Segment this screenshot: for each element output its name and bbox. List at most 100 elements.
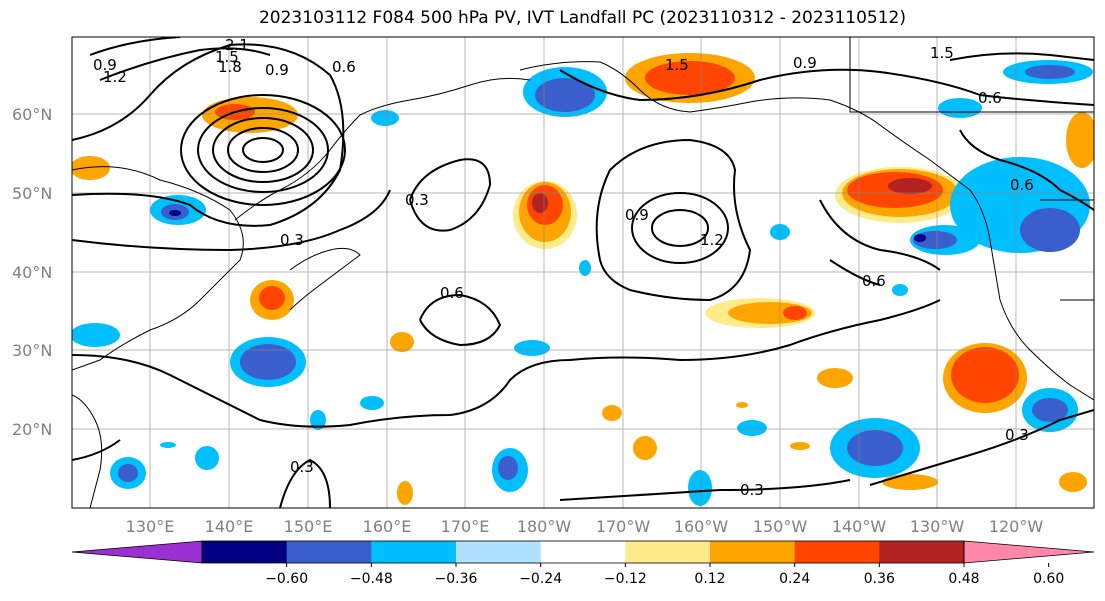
positive-anomaly [1059, 472, 1087, 492]
contour-label: 2.1 [225, 36, 249, 54]
graticule [72, 37, 1094, 508]
lon-label: 130°W [910, 517, 965, 536]
negative-anomaly-peak [914, 234, 926, 242]
coastlines [72, 37, 1094, 508]
colorbar-segment [794, 541, 880, 563]
negative-anomaly [688, 470, 712, 506]
positive-anomaly-peak [888, 178, 932, 194]
pv-contours [72, 37, 1094, 508]
negative-anomaly [195, 446, 219, 470]
colorbar-segment [625, 541, 711, 563]
lat-label-40n: 40°N [12, 263, 52, 282]
map-frame [71, 36, 1095, 509]
colorbar-tick-label: −0.48 [350, 571, 393, 587]
positive-anomaly [72, 156, 110, 180]
colorbar-tick-label: −0.60 [265, 571, 308, 587]
lon-label: 160°W [674, 517, 729, 536]
colorbar-tick-label: 0.36 [864, 571, 895, 587]
negative-anomaly-core [1032, 398, 1068, 422]
map-content: 0.9 1.2 1.5 1.8 2.1 0.6 0.9 1.5 0.6 0.3 … [72, 36, 1094, 508]
lon-label: 140°W [832, 517, 887, 536]
contour-label: 1.2 [700, 231, 724, 249]
negative-anomaly-core [535, 78, 595, 112]
contour-label: 0.3 [1005, 426, 1029, 444]
contour-label: 0.9 [793, 54, 817, 72]
contour-label: 1.2 [103, 68, 127, 86]
positive-anomaly-peak [532, 193, 548, 213]
colorbar-segment [710, 541, 796, 563]
lon-label: 170°E [441, 517, 490, 536]
negative-anomaly [360, 396, 384, 410]
contour-label: 0.6 [332, 58, 356, 76]
positive-anomaly-core [783, 306, 807, 320]
positive-anomaly-core [259, 286, 285, 310]
positive-anomaly-core [645, 61, 735, 95]
colorbar-segment [371, 541, 457, 563]
colorbar-tick-label: 0.24 [779, 571, 810, 587]
colorbar-segment [202, 541, 288, 563]
negative-anomaly [310, 410, 326, 430]
negative-anomaly [579, 260, 591, 276]
negative-anomaly-core [498, 456, 518, 480]
negative-anomaly [737, 420, 767, 436]
colorbar-tick-label: 0.48 [948, 571, 979, 587]
colorbar-tick-label: −0.24 [519, 571, 562, 587]
lon-label: 180°W [517, 517, 572, 536]
negative-anomaly-core [847, 430, 903, 466]
contour-label: 0.9 [625, 206, 649, 224]
colorbar-tick-label: −0.12 [604, 571, 647, 587]
contour-label: 1.5 [930, 44, 954, 62]
positive-anomaly [882, 474, 938, 490]
lon-label: 150°W [753, 517, 808, 536]
colorbar-tick-label: 0.12 [694, 571, 725, 587]
positive-anomaly [390, 332, 414, 352]
negative-anomaly [514, 340, 550, 356]
negative-anomaly-peak [169, 210, 181, 216]
contour-label: 1.8 [218, 58, 242, 76]
negative-anomaly [892, 284, 908, 296]
colorbar-segment [286, 541, 372, 563]
colorbar-segment [456, 541, 542, 563]
contour-labels: 0.9 1.2 1.5 1.8 2.1 0.6 0.9 1.5 0.6 0.3 … [93, 36, 1034, 499]
contour-label: 0.6 [1010, 176, 1034, 194]
colorbar-extend-max [963, 540, 1095, 564]
lat-label-20n: 20°N [12, 420, 52, 439]
positive-anomaly [602, 405, 622, 421]
lon-label: 150°E [284, 517, 333, 536]
contour-label: 0.6 [978, 89, 1002, 107]
contour-label: 1.5 [665, 56, 689, 74]
negative-anomaly-core [1025, 65, 1075, 79]
latitude-labels: 60°N 50°N 40°N 30°N 20°N [12, 105, 52, 439]
positive-anomaly [397, 481, 413, 505]
negative-anomaly-core [240, 344, 296, 380]
lon-label: 160°E [363, 517, 412, 536]
contour-label: 0.3 [290, 458, 314, 476]
negative-anomaly [371, 110, 399, 126]
lon-label: 120°W [989, 517, 1044, 536]
positive-anomaly-core [951, 347, 1019, 403]
positive-anomaly [1066, 112, 1094, 168]
colorbar-tick-label: 0.60 [1033, 571, 1064, 587]
colorbar-segment [540, 541, 626, 563]
map-title: 2023103112 F084 500 hPa PV, IVT Landfall… [258, 8, 906, 28]
lat-label-60n: 60°N [12, 105, 52, 124]
positive-anomaly [736, 402, 748, 408]
colorbar: −0.60 −0.48 −0.36 −0.24 −0.12 0.12 0.24 0.36 0.4… [71, 540, 1095, 587]
contour-label: 0.3 [740, 481, 764, 499]
lat-label-50n: 50°N [12, 184, 52, 203]
positive-anomaly [633, 436, 657, 460]
colorbar-segment [879, 541, 965, 563]
lat-label-30n: 30°N [12, 341, 52, 360]
pv-shading [72, 53, 1094, 506]
colorbar-tick-label: −0.36 [435, 571, 478, 587]
negative-anomaly [160, 442, 176, 448]
contour-label: 0.6 [440, 284, 464, 302]
negative-anomaly [938, 98, 982, 118]
lon-label: 140°E [205, 517, 254, 536]
negative-anomaly-core [1020, 208, 1080, 252]
longitude-labels: 130°E 140°E 150°E 160°E 170°E 180°W 170°… [126, 517, 1044, 536]
positive-anomaly [817, 368, 853, 388]
lon-label: 130°E [126, 517, 175, 536]
contour-label: 0.9 [93, 56, 117, 74]
